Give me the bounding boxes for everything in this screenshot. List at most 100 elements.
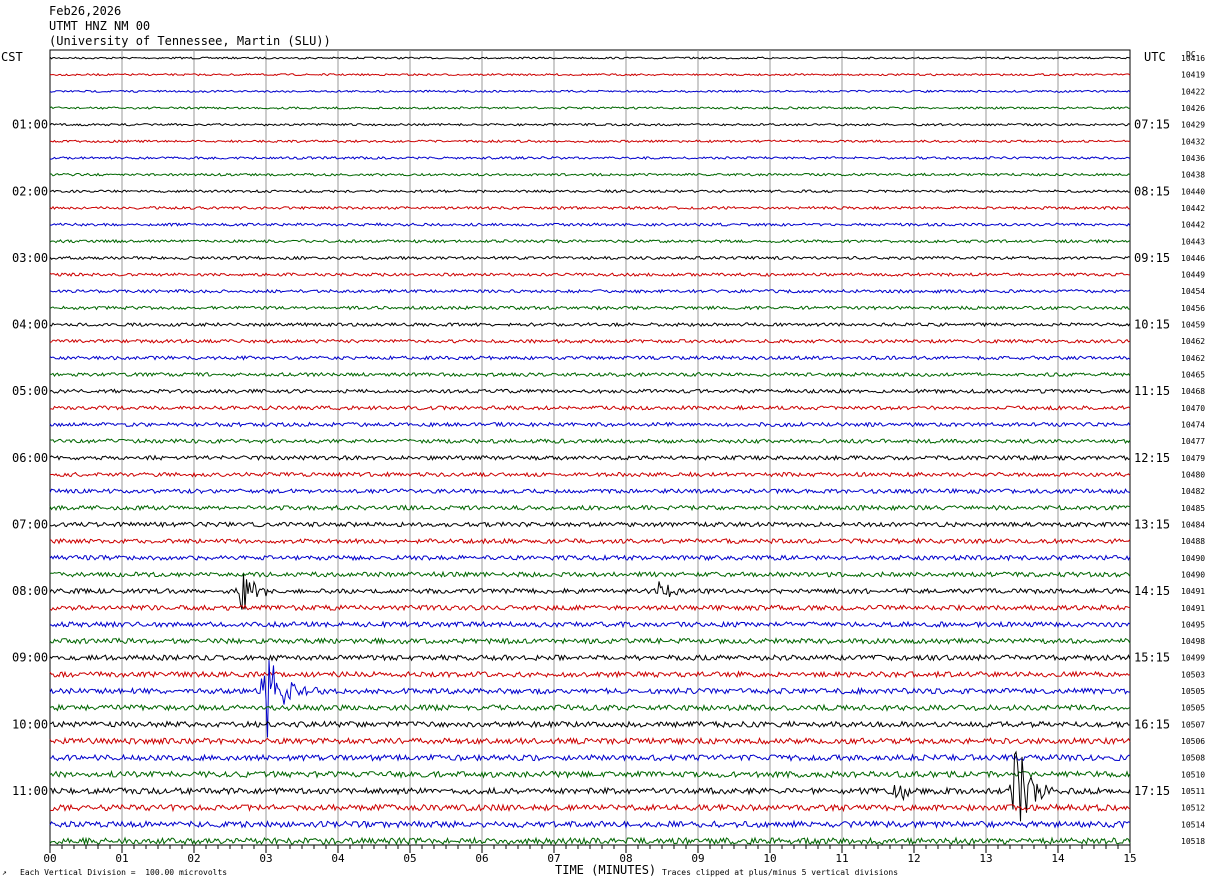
left-hour-label: 10:00 xyxy=(12,717,48,731)
clip-note: Traces clipped at plus/minus 5 vertical … xyxy=(662,868,899,877)
right-hour-label: 16:15 xyxy=(1134,717,1170,731)
dc-offset-label: 10507 xyxy=(1181,720,1205,729)
dc-offset-label: 10436 xyxy=(1181,154,1205,163)
trace-line xyxy=(49,172,1131,177)
dc-offset-label: 10510 xyxy=(1181,770,1205,779)
trace-line xyxy=(49,819,1131,830)
dc-offset-label: 10485 xyxy=(1181,504,1205,513)
right-hour-label: 09:15 xyxy=(1134,251,1170,265)
x-tick-label: 15 xyxy=(1123,852,1136,865)
right-hour-label: 07:15 xyxy=(1134,118,1170,132)
right-hour-label: 08:15 xyxy=(1134,184,1170,198)
dc-offset-label: 10429 xyxy=(1181,121,1205,130)
x-tick-label: 14 xyxy=(1051,852,1065,865)
trace-line xyxy=(49,404,1131,411)
right-hour-label: 12:15 xyxy=(1134,451,1170,465)
dc-offset-label: 10499 xyxy=(1181,654,1205,663)
trace-line xyxy=(49,653,1131,662)
trace-line xyxy=(49,438,1131,445)
trace-line xyxy=(49,471,1131,478)
dc-offset-label: 10474 xyxy=(1181,421,1205,430)
dc-offset-label: 10490 xyxy=(1181,570,1205,579)
dc-offset-label: 10459 xyxy=(1181,321,1205,330)
dc-offset-label: 10462 xyxy=(1181,354,1205,363)
dc-offset-label: 10512 xyxy=(1181,804,1205,813)
dc-offset-label: 10514 xyxy=(1181,820,1205,829)
right-hour-label: 11:15 xyxy=(1134,384,1170,398)
scale-note: Each Vertical Division = 100.00 microvol… xyxy=(20,868,228,877)
dc-offset-label: 10446 xyxy=(1181,254,1205,263)
x-tick-label: 11 xyxy=(835,852,848,865)
trace-line xyxy=(49,736,1131,746)
trace-line xyxy=(49,272,1131,277)
trace-line xyxy=(49,487,1131,495)
dc-offset-label: 10456 xyxy=(1181,304,1205,313)
dc-offset-label: 10491 xyxy=(1181,604,1205,613)
dc-offset-label: 10432 xyxy=(1181,137,1205,146)
trace-line xyxy=(49,750,1131,822)
left-hour-label: 04:00 xyxy=(12,318,48,332)
trace-line xyxy=(49,570,1131,578)
dc-offset-label: 10479 xyxy=(1181,454,1205,463)
dc-offset-label: 10491 xyxy=(1181,587,1205,596)
dc-offset-label: 10518 xyxy=(1181,837,1205,846)
trace-line xyxy=(49,537,1131,545)
scale-icon: ↗ xyxy=(2,868,7,877)
x-tick-label: 07 xyxy=(547,852,560,865)
header-date: Feb26,2026 xyxy=(49,4,122,18)
trace-line xyxy=(50,222,1131,227)
header-network: (University of Tennessee, Martin (SLU)) xyxy=(49,34,331,48)
dc-offset-label: 10495 xyxy=(1181,620,1205,629)
dc-offset-label: 10498 xyxy=(1181,637,1205,646)
dc-offset-label: 10462 xyxy=(1181,337,1205,346)
dc-offset-label: 10416 xyxy=(1181,54,1205,63)
x-tick-label: 04 xyxy=(331,852,345,865)
dc-offset-label: 10490 xyxy=(1181,554,1205,563)
trace-line xyxy=(49,238,1131,244)
dc-offset-label: 10442 xyxy=(1181,204,1205,213)
dc-offset-label: 10482 xyxy=(1181,487,1205,496)
dc-offset-label: 10480 xyxy=(1181,470,1205,479)
trace-line xyxy=(49,122,1131,127)
dc-offset-label: 10443 xyxy=(1181,237,1205,246)
trace-line xyxy=(50,156,1131,160)
trace-line xyxy=(49,670,1131,679)
trace-line xyxy=(49,288,1131,294)
trace-line xyxy=(49,139,1131,144)
x-tick-label: 00 xyxy=(43,852,56,865)
right-hour-label: 14:15 xyxy=(1134,584,1170,598)
x-tick-label: 12 xyxy=(907,852,920,865)
trace-line xyxy=(49,371,1131,378)
dc-offset-label: 10505 xyxy=(1181,704,1205,713)
x-tick-label: 08 xyxy=(619,852,632,865)
trace-line xyxy=(49,321,1131,328)
left-hour-label: 05:00 xyxy=(12,384,48,398)
trace-line xyxy=(49,421,1131,428)
trace-line xyxy=(49,803,1131,813)
dc-offset-label: 10438 xyxy=(1181,171,1205,180)
left-hour-label: 03:00 xyxy=(12,251,48,265)
right-zone-label: UTC xyxy=(1144,50,1166,64)
dc-offset-label: 10506 xyxy=(1181,737,1205,746)
left-zone-label: CST xyxy=(1,50,23,64)
header-station: UTMT HNZ NM 00 xyxy=(49,19,151,33)
trace-line xyxy=(49,637,1131,645)
dc-offset-label: 10465 xyxy=(1181,371,1205,380)
dc-offset-label: 10468 xyxy=(1181,387,1205,396)
trace-line xyxy=(49,620,1131,629)
dc-offset-label: 10442 xyxy=(1181,221,1205,230)
trace-line xyxy=(49,753,1131,763)
left-hour-label: 01:00 xyxy=(12,118,48,132)
right-hour-label: 10:15 xyxy=(1134,318,1170,332)
dc-offset-label: 10422 xyxy=(1181,87,1205,96)
trace-line xyxy=(49,703,1131,712)
dc-offset-label: 10440 xyxy=(1181,187,1205,196)
trace-line xyxy=(49,554,1131,562)
trace-line xyxy=(49,454,1131,462)
right-hour-label: 17:15 xyxy=(1134,784,1170,798)
trace-line xyxy=(49,205,1131,211)
x-tick-label: 05 xyxy=(403,852,416,865)
trace-line xyxy=(49,521,1131,528)
x-tick-label: 10 xyxy=(763,852,776,865)
dc-label: DC xyxy=(1186,50,1196,59)
